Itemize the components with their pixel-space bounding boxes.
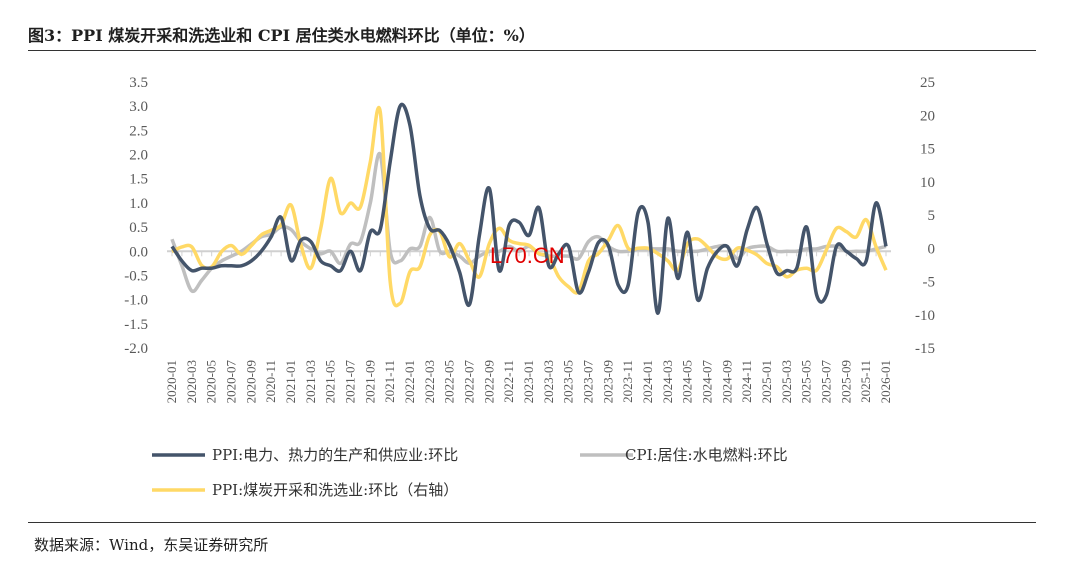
left-tick-label: 0.0	[129, 244, 148, 260]
left-tick-label: -0.5	[124, 268, 148, 284]
x-tick-label: 2022-05	[442, 360, 457, 403]
legend-label: PPI:电力、热力的生产和供应业:环比	[212, 446, 458, 464]
x-tick-label: 2021-09	[362, 360, 377, 403]
x-tick-label: 2023-11	[620, 360, 635, 403]
source-note: 数据来源：Wind，东吴证券研究所	[34, 536, 269, 554]
legend-label: CPI:居住:水电燃料:环比	[625, 446, 788, 464]
source-divider	[28, 522, 1036, 523]
series-line-2	[171, 106, 888, 308]
right-axis: 25 20 15 10 5 0 -5 -10 -15	[915, 75, 935, 357]
series-line-0	[170, 102, 888, 315]
x-tick-label: 2024-11	[739, 360, 754, 403]
left-tick-label: -2.0	[124, 341, 148, 357]
x-tick-label: 2024-05	[680, 360, 695, 403]
chart-title: 图3：PPI 煤炭开采和洗选业和 CPI 居住类水电燃料环比（单位：%）	[28, 26, 535, 45]
x-tick-label: 2023-05	[561, 360, 576, 403]
x-tick-label: 2022-07	[462, 360, 477, 404]
x-tick-label: 2021-01	[283, 360, 298, 403]
legend: PPI:电力、热力的生产和供应业:环比 CPI:居住:水电燃料:环比 PPI:煤炭开…	[152, 446, 788, 499]
left-tick-label: 3.0	[129, 99, 148, 115]
x-tick-label: 2023-09	[600, 360, 615, 403]
title-divider	[28, 50, 1036, 51]
x-tick-label: 2022-03	[422, 360, 437, 403]
x-tick-label: 2022-01	[402, 360, 417, 403]
x-tick-label: 2025-03	[779, 360, 794, 403]
x-tick-label: 2020-09	[243, 360, 258, 403]
x-tick-label: 2025-11	[858, 360, 873, 403]
right-tick-label: 0	[928, 241, 936, 257]
x-tick-label: 2020-11	[263, 360, 278, 403]
x-tick-label: 2021-07	[343, 360, 358, 404]
x-tick-label: 2020-01	[164, 360, 179, 403]
x-tick-label: 2021-03	[303, 360, 318, 403]
x-tick-label: 2021-11	[382, 360, 397, 403]
left-axis: 3.5 3.0 2.5 2.0 1.5 1.0 0.5 0.0 -0.5 -1.0 -1.5 -2.0	[124, 75, 148, 357]
right-tick-label: -10	[915, 308, 935, 324]
left-tick-label: -1.0	[124, 293, 148, 309]
x-tick-label: 2025-09	[838, 360, 853, 403]
left-tick-label: 2.0	[129, 148, 148, 164]
x-tick-label: 2026-01	[878, 360, 893, 403]
right-tick-label: -15	[915, 341, 935, 357]
x-axis: 2020-01 2020-03 2020-05 2020-07 2020-09 2020-…	[164, 250, 893, 404]
watermark: L70.CN	[490, 243, 565, 268]
x-tick-label: 2024-07	[700, 360, 715, 404]
left-tick-label: 0.5	[129, 220, 148, 236]
x-tick-label: 2020-05	[204, 360, 219, 403]
x-tick-label: 2025-01	[759, 360, 774, 403]
x-tick-label: 2022-11	[501, 360, 516, 403]
right-tick-label: -5	[923, 275, 936, 291]
left-tick-label: 3.5	[129, 75, 148, 91]
x-tick-label: 2025-05	[799, 360, 814, 403]
x-tick-label: 2025-07	[819, 360, 834, 404]
x-tick-label: 2024-09	[719, 360, 734, 403]
left-tick-label: 1.5	[129, 172, 148, 188]
right-tick-label: 20	[920, 108, 935, 124]
x-tick-label: 2024-03	[660, 360, 675, 403]
x-tick-label: 2023-07	[581, 360, 596, 404]
left-tick-label: -1.5	[124, 317, 148, 333]
right-tick-label: 25	[920, 75, 935, 91]
x-tick-label: 2021-05	[323, 360, 338, 403]
left-tick-label: 1.0	[129, 196, 148, 212]
x-tick-label: 2023-01	[521, 360, 536, 403]
right-tick-label: 15	[920, 142, 935, 158]
x-tick-label: 2024-01	[640, 360, 655, 403]
right-tick-label: 5	[928, 208, 936, 224]
x-tick-label: 2022-09	[481, 360, 496, 403]
series-lines	[170, 102, 888, 315]
x-tick-label: 2020-07	[224, 360, 239, 404]
x-tick-label: 2020-03	[184, 360, 199, 403]
legend-label: PPI:煤炭开采和洗选业:环比（右轴）	[212, 481, 458, 499]
x-tick-label: 2023-03	[541, 360, 556, 403]
right-tick-label: 10	[920, 175, 935, 191]
left-tick-label: 2.5	[129, 123, 148, 139]
